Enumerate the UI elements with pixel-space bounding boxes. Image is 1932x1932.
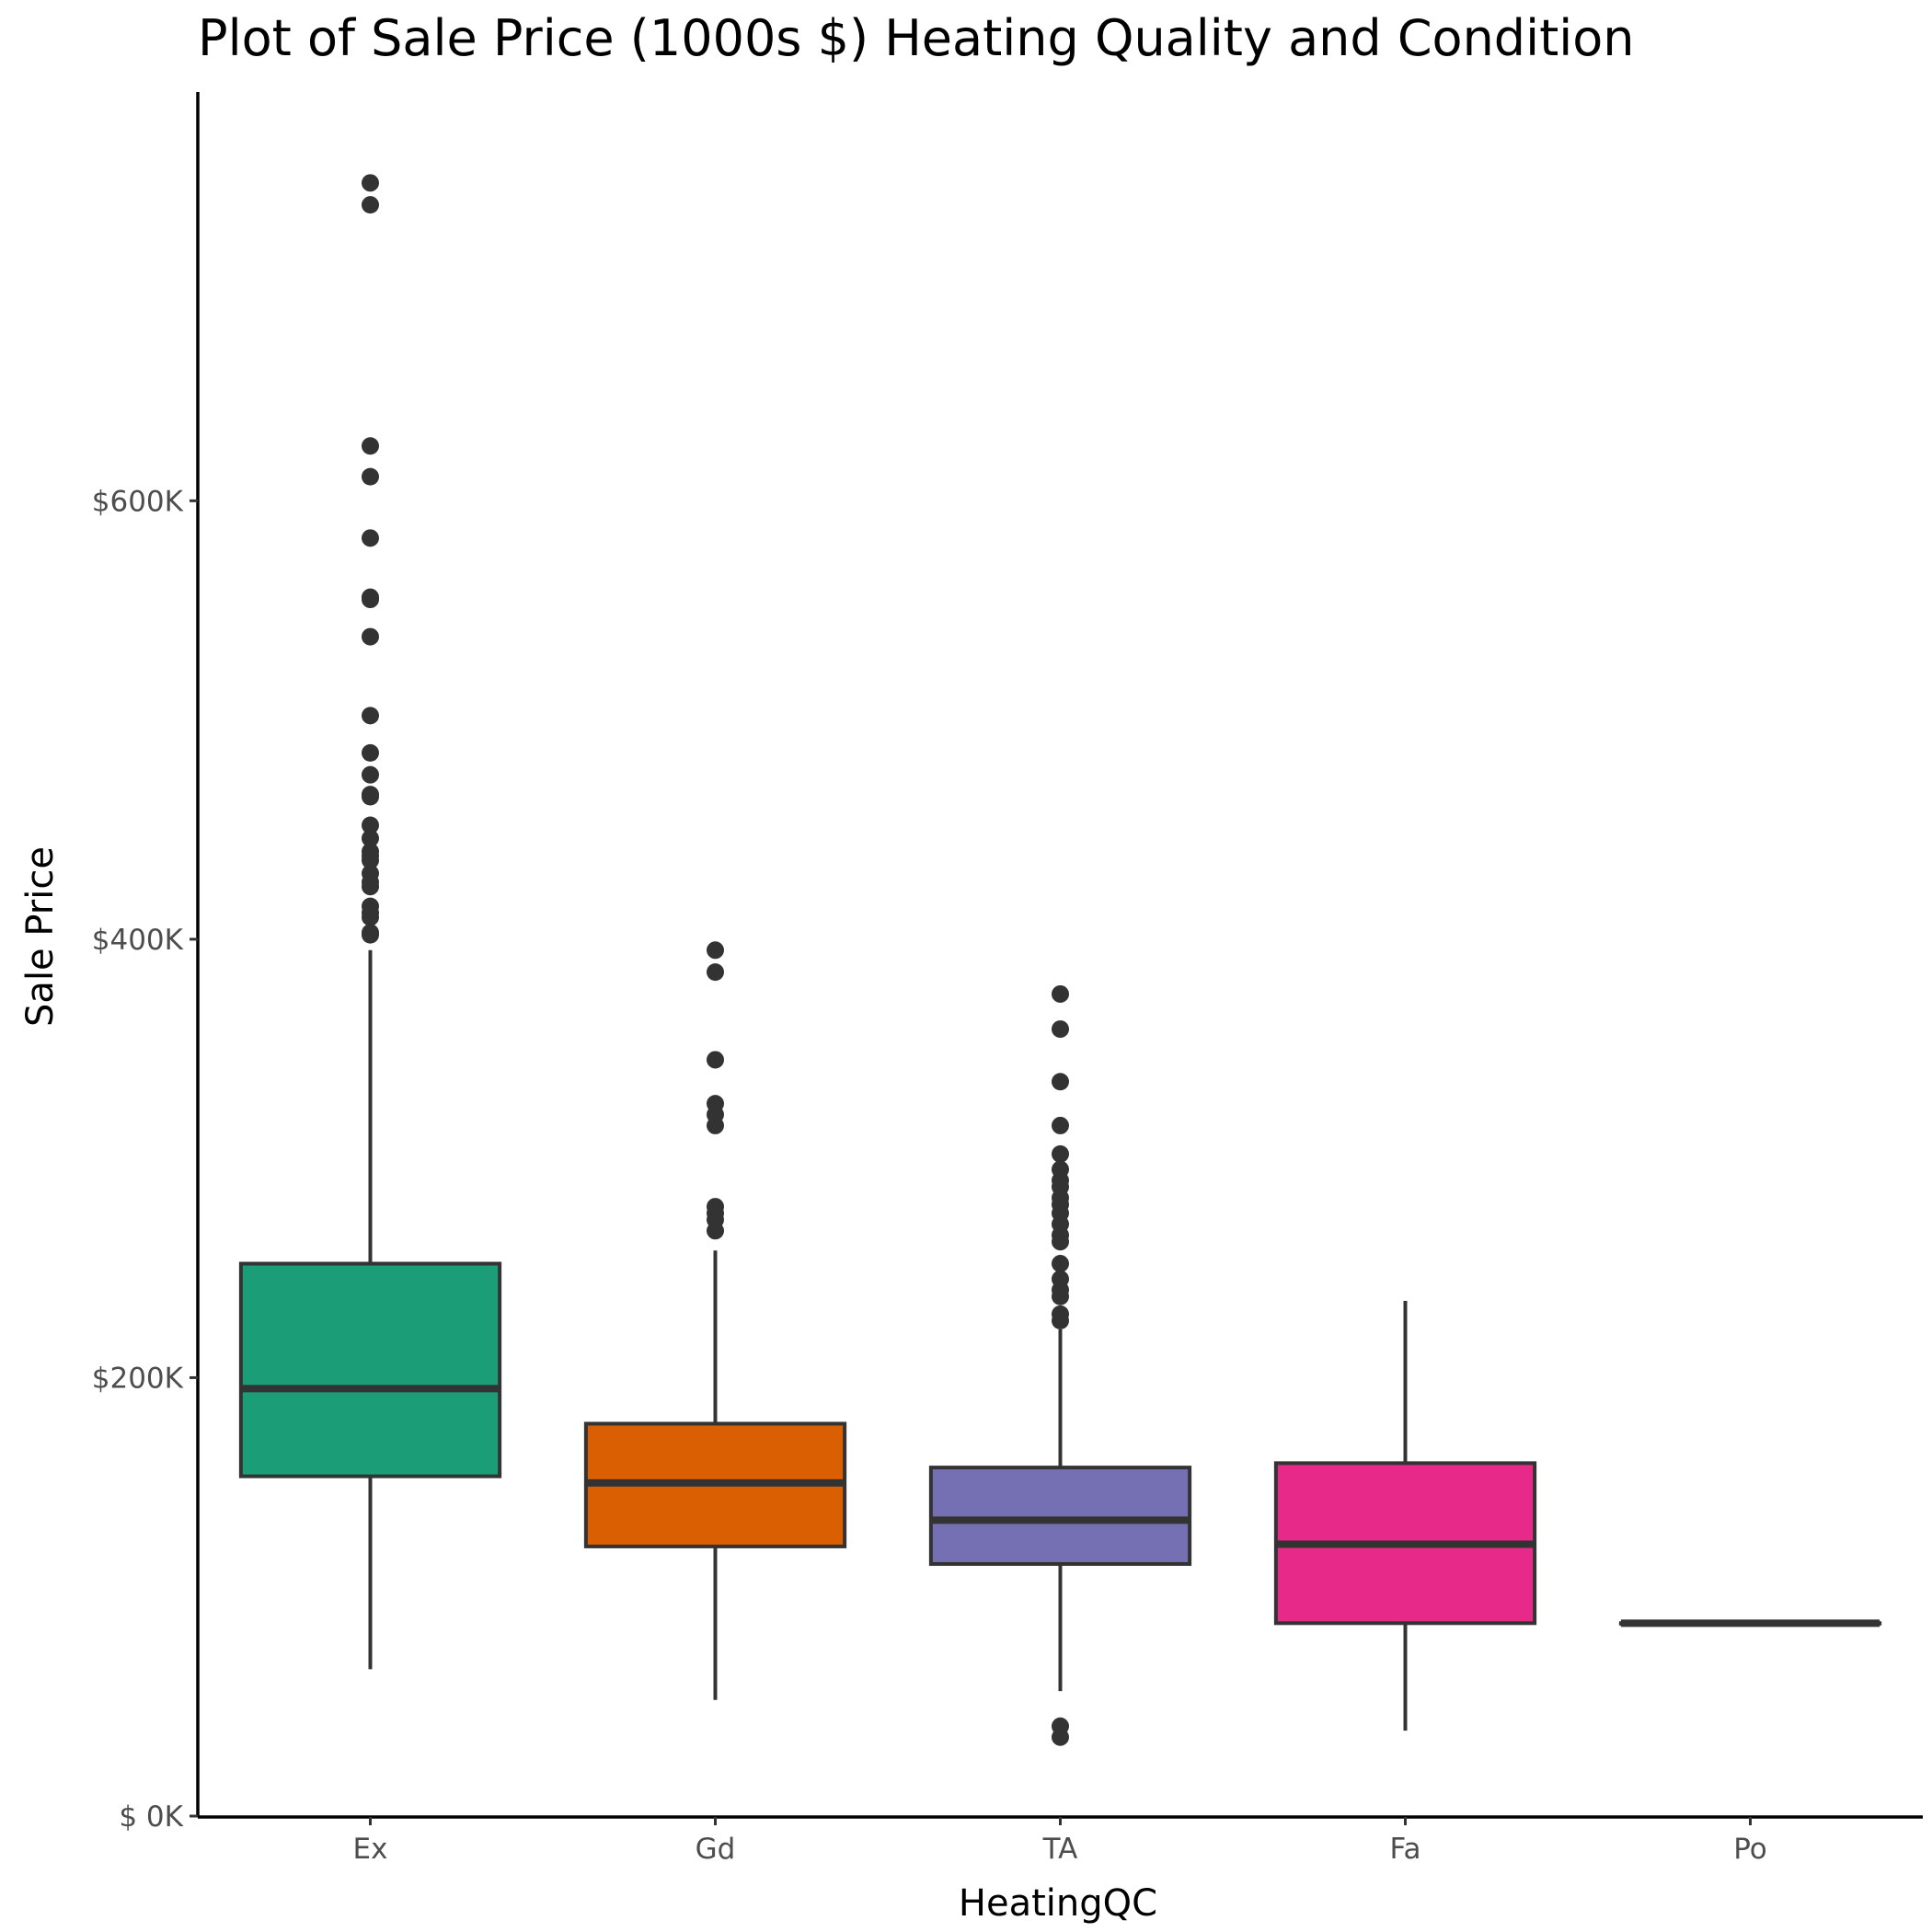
outlier-point: [1052, 1116, 1069, 1134]
outlier-point: [362, 627, 379, 646]
box-group-fa: [1273, 1301, 1537, 1731]
outlier-point: [707, 1116, 724, 1134]
outlier-point: [362, 908, 379, 926]
x-tick-label: Fa: [1390, 1833, 1421, 1866]
outlier-point: [362, 878, 379, 896]
outlier-point: [362, 529, 379, 547]
chart-title: Plot of Sale Price (1000s $) Heating Qua…: [198, 9, 1635, 67]
outlier-point: [1052, 1728, 1069, 1746]
y-tick-label: $200K: [92, 1362, 184, 1395]
outlier-point: [362, 788, 379, 806]
outlier-point: [362, 926, 379, 944]
x-axis-title: HeatingQC: [959, 1882, 1157, 1925]
outlier-point: [1052, 1020, 1069, 1039]
x-tick-label: TA: [1042, 1833, 1078, 1866]
box-group-po: [1618, 1619, 1882, 1627]
outlier-point: [362, 174, 379, 192]
y-axis-ticks: $ 0K $200K $400K $600K: [92, 485, 198, 1834]
outlier-point: [362, 196, 379, 214]
box-group-ta: [928, 984, 1192, 1746]
outlier-point: [1052, 1311, 1069, 1329]
outlier-point: [362, 467, 379, 486]
outlier-point: [362, 816, 379, 834]
outlier-point: [707, 963, 724, 982]
x-tick-label: Po: [1733, 1833, 1767, 1866]
outlier-point: [362, 765, 379, 784]
x-axis-ticks: Ex Gd TA Fa Po: [353, 1817, 1767, 1866]
box-iqr: [238, 1261, 502, 1478]
x-tick-label: Gd: [696, 1833, 736, 1866]
plot-area: [238, 174, 1882, 1746]
outlier-point: [362, 829, 379, 847]
y-tick-label: $ 0K: [119, 1800, 183, 1834]
outlier-point: [1052, 1144, 1069, 1163]
y-tick-label: $600K: [92, 485, 184, 518]
outlier-point: [1052, 1073, 1069, 1091]
y-axis-title: Sale Price: [19, 846, 62, 1027]
box-group-gd: [583, 941, 847, 1700]
outlier-point: [362, 707, 379, 725]
outlier-point: [362, 437, 379, 455]
outlier-point: [707, 941, 724, 960]
x-tick-label: Ex: [353, 1833, 388, 1866]
box-group-ex: [238, 174, 502, 1670]
outlier-point: [1052, 1233, 1069, 1251]
outlier-point: [1052, 1255, 1069, 1273]
outlier-point: [707, 1051, 724, 1069]
outlier-point: [1052, 984, 1069, 1003]
outlier-point: [362, 591, 379, 609]
outlier-point: [1052, 1287, 1069, 1305]
y-tick-label: $400K: [92, 924, 184, 957]
outlier-point: [362, 851, 379, 869]
outlier-point: [362, 743, 379, 762]
box-iqr: [928, 1466, 1192, 1566]
outlier-point: [707, 1222, 724, 1240]
